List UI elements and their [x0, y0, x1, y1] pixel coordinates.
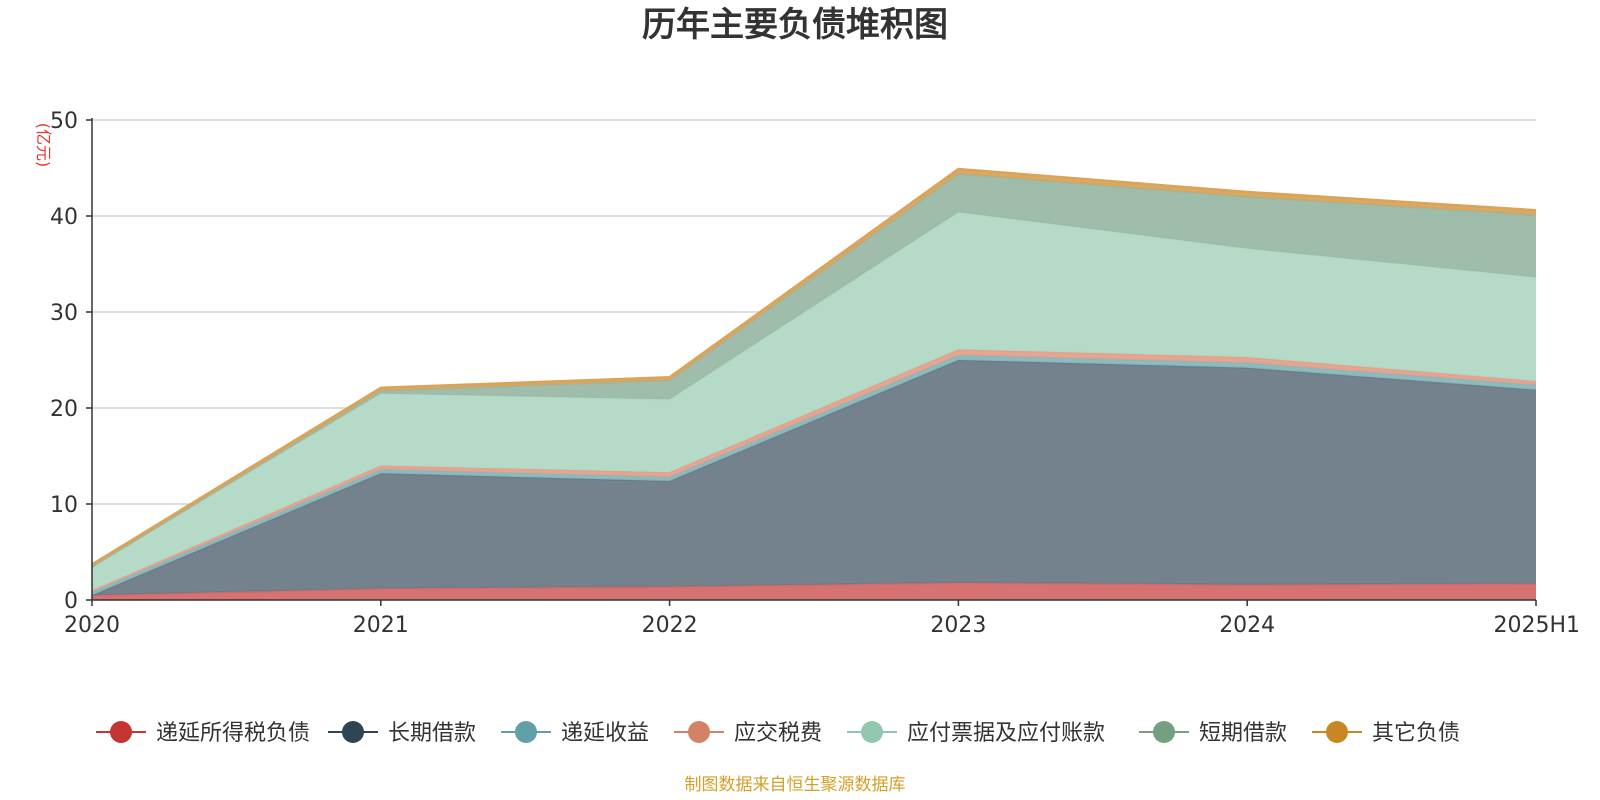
legend-item: 长期借款	[328, 721, 476, 746]
legend-item: 应交税费	[674, 721, 822, 746]
area-series-1	[92, 582, 1536, 600]
y-tick-label: 20	[50, 397, 78, 422]
area-series-6	[92, 173, 1536, 567]
legend-marker	[342, 721, 364, 743]
legend-label: 递延所得税负债	[156, 721, 310, 746]
x-tick-label: 2021	[353, 613, 409, 638]
x-tick-label: 2024	[1219, 613, 1275, 638]
legend-marker	[515, 721, 537, 743]
area-series-5	[92, 212, 1536, 591]
chart-title: 历年主要负债堆积图	[642, 5, 948, 45]
y-tick-label: 50	[50, 109, 78, 134]
series-line-7	[91, 167, 1537, 566]
x-tick-label: 2025H1	[1493, 613, 1580, 638]
x-tick-label: 2020	[64, 613, 120, 638]
x-tick-label: 2023	[930, 613, 986, 638]
legend-label: 应付票据及应付账款	[907, 721, 1105, 746]
legend-marker	[1326, 721, 1348, 743]
y-tick-label: 0	[64, 589, 78, 614]
area-series-4	[92, 349, 1536, 593]
legend-marker	[861, 721, 883, 743]
legend-label: 其它负债	[1372, 721, 1460, 746]
y-tick-label: 40	[50, 205, 78, 230]
series-areas	[91, 167, 1537, 600]
legend-marker	[688, 721, 710, 743]
legend-label: 应交税费	[734, 721, 822, 746]
legend-item: 递延收益	[501, 721, 649, 746]
legend-label: 短期借款	[1199, 721, 1287, 746]
legend-item: 其它负债	[1312, 721, 1460, 746]
x-tick-label: 2022	[642, 613, 698, 638]
legend-item: 应付票据及应付账款	[847, 721, 1105, 746]
area-series-2	[92, 360, 1536, 596]
y-axis-unit-label: (亿元)	[34, 123, 53, 168]
legend-item: 递延所得税负债	[96, 721, 310, 746]
axes: 0 10 20 30 40 50 2020 2021 2022 2023 2024 2025H1	[50, 109, 1580, 638]
legend-marker	[110, 721, 132, 743]
legend-marker	[1153, 721, 1175, 743]
legend: 递延所得税负债 长期借款 递延收益 应交税费 应付票据及应付账款 短期借款 其它负债	[96, 721, 1460, 746]
data-source-note: 制图数据来自恒生聚源数据库	[685, 775, 906, 795]
legend-label: 长期借款	[388, 721, 476, 746]
y-tick-label: 10	[50, 493, 78, 518]
legend-item: 短期借款	[1139, 721, 1287, 746]
y-tick-label: 30	[50, 301, 78, 326]
legend-label: 递延收益	[561, 721, 649, 746]
